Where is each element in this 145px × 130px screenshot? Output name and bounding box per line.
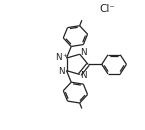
Text: N: N xyxy=(59,67,65,76)
Text: N: N xyxy=(80,71,87,80)
Text: N: N xyxy=(80,48,87,57)
Text: N$^+$: N$^+$ xyxy=(55,51,69,63)
Text: Cl⁻: Cl⁻ xyxy=(99,4,115,14)
